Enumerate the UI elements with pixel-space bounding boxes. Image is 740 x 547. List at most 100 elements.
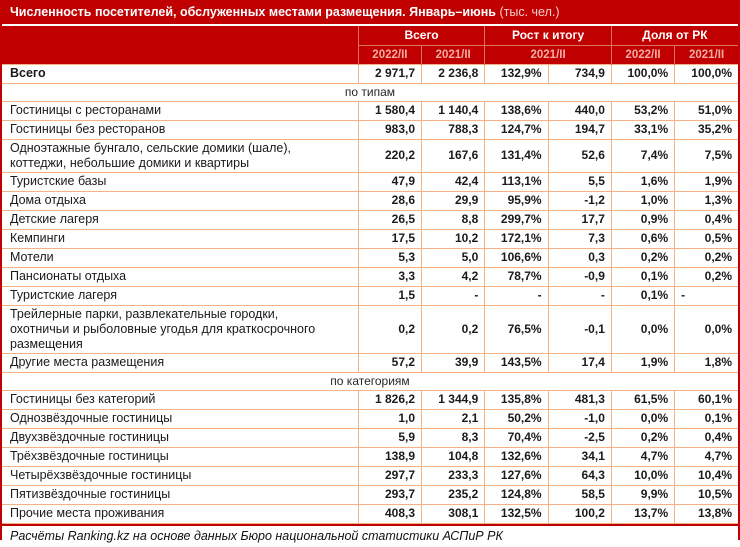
value-cell: 57,2 bbox=[357, 352, 423, 373]
value-cell: 78,7% bbox=[484, 266, 549, 287]
value-cell: 235,2 bbox=[421, 484, 486, 505]
value-cell: 35,2% bbox=[674, 119, 738, 140]
value-cell: 13,7% bbox=[610, 503, 676, 524]
row-label: Дома отдыха bbox=[10, 193, 86, 207]
value-cell: 0,2 bbox=[421, 304, 486, 354]
row-label: Всего bbox=[10, 66, 46, 80]
row-label: Детские лагеря bbox=[10, 212, 99, 226]
row-label: Туристские лагеря bbox=[10, 288, 118, 302]
report-title-unit: (тыс. чел.) bbox=[499, 5, 560, 19]
value-cell: 17,7 bbox=[547, 209, 612, 230]
table-row: Гостиницы без категорий 1 826,2 1 344,9 135… bbox=[2, 389, 738, 410]
value-cell: 1,9% bbox=[674, 171, 738, 192]
value-cell: 293,7 bbox=[357, 484, 423, 505]
row-label: Туристские базы bbox=[10, 174, 107, 188]
value-cell: 8,8 bbox=[421, 209, 486, 230]
value-cell: 172,1% bbox=[484, 228, 549, 249]
value-cell: 113,1% bbox=[484, 171, 549, 192]
value-cell: 5,3 bbox=[357, 247, 423, 268]
value-cell: 2,1 bbox=[421, 408, 486, 429]
section-label: по типам bbox=[2, 82, 738, 102]
value-cell: 0,1% bbox=[610, 285, 676, 306]
value-cell: 0,4% bbox=[674, 209, 738, 230]
value-cell: - bbox=[421, 285, 486, 306]
value-cell: -2,5 bbox=[547, 427, 612, 448]
value-cell: 100,0% bbox=[674, 63, 738, 84]
row-label: Гостиницы с ресторанами bbox=[10, 103, 162, 117]
row-label-cell: Одноэтажные бунгало, сельские домики (ша… bbox=[2, 138, 359, 173]
header-group-total: Всего bbox=[357, 26, 485, 45]
value-cell: 124,8% bbox=[484, 484, 549, 505]
row-label: Прочие места проживания bbox=[10, 506, 165, 520]
value-cell: 0,0% bbox=[610, 304, 676, 354]
value-cell: 10,5% bbox=[674, 484, 738, 505]
value-cell: 52,6 bbox=[547, 138, 612, 173]
value-cell: 58,5 bbox=[547, 484, 612, 505]
row-label: Четырёхзвёздочные гостиницы bbox=[10, 468, 192, 482]
value-cell: 4,7% bbox=[610, 446, 676, 467]
row-label: Другие места размещения bbox=[10, 355, 165, 369]
value-cell: 1 580,4 bbox=[357, 100, 423, 121]
value-cell: 7,3 bbox=[547, 228, 612, 249]
report-title-text: Численность посетителей, обслуженных мес… bbox=[10, 5, 496, 19]
row-label-cell: Двухзвёздочные гостиницы bbox=[2, 427, 359, 448]
row-label: Двухзвёздочные гостиницы bbox=[10, 430, 169, 444]
row-label: Одноэтажные бунгало, сельские домики (ша… bbox=[10, 140, 292, 170]
report-title: Численность посетителей, обслуженных мес… bbox=[2, 1, 738, 24]
table-row: Дома отдыха 28,6 29,9 95,9% -1,2 1,0% 1,3% bbox=[2, 190, 738, 211]
value-cell: 1,0 bbox=[357, 408, 423, 429]
value-cell: 0,2% bbox=[610, 427, 676, 448]
table-row: Пансионаты отдыха 3,3 4,2 78,7% -0,9 0,1% 0,2% bbox=[2, 266, 738, 287]
header-year-share-2022: 2022/II bbox=[610, 44, 675, 64]
value-cell: 138,9 bbox=[357, 446, 423, 467]
table-row: Кемпинги 17,5 10,2 172,1% 7,3 0,6% 0,5% bbox=[2, 228, 738, 249]
value-cell: 100,2 bbox=[547, 503, 612, 524]
value-cell: 124,7% bbox=[484, 119, 549, 140]
table-row: Однозвёздочные гостиницы 1,0 2,1 50,2% -1,0 0… bbox=[2, 408, 738, 429]
row-label-cell: Детские лагеря bbox=[2, 209, 359, 230]
row-label: Трёхзвёздочные гостиницы bbox=[10, 449, 169, 463]
value-cell: 408,3 bbox=[357, 503, 423, 524]
header-year-growth-2021: 2021/II bbox=[484, 44, 612, 64]
header-year-total-2022: 2022/II bbox=[357, 44, 422, 64]
value-cell: 3,3 bbox=[357, 266, 423, 287]
value-cell: 481,3 bbox=[547, 389, 612, 410]
value-cell: 440,0 bbox=[547, 100, 612, 121]
value-cell: 983,0 bbox=[357, 119, 423, 140]
row-label: Кемпинги bbox=[10, 231, 66, 245]
value-cell: - bbox=[674, 285, 738, 306]
row-label-cell: Кемпинги bbox=[2, 228, 359, 249]
value-cell: 4,7% bbox=[674, 446, 738, 467]
table-row: Туристские базы 47,9 42,4 113,1% 5,5 1,6% 1,9% bbox=[2, 171, 738, 192]
value-cell: 0,0% bbox=[674, 304, 738, 354]
value-cell: 8,3 bbox=[421, 427, 486, 448]
data-table: Всего Рост к итогу Доля от РК 2022/II 20… bbox=[2, 26, 738, 524]
row-label: Однозвёздочные гостиницы bbox=[10, 411, 173, 425]
value-cell: 10,2 bbox=[421, 228, 486, 249]
value-cell: 132,6% bbox=[484, 446, 549, 467]
value-cell: 220,2 bbox=[357, 138, 423, 173]
value-cell: 0,2% bbox=[674, 247, 738, 268]
value-cell: 132,9% bbox=[484, 63, 549, 84]
value-cell: 100,0% bbox=[610, 63, 676, 84]
value-cell: 297,7 bbox=[357, 465, 423, 486]
value-cell: 0,5% bbox=[674, 228, 738, 249]
value-cell: 167,6 bbox=[421, 138, 486, 173]
value-cell: 9,9% bbox=[610, 484, 676, 505]
value-cell: 788,3 bbox=[421, 119, 486, 140]
value-cell: 131,4% bbox=[484, 138, 549, 173]
table-row: Гостиницы без ресторанов 983,0 788,3 124,7%… bbox=[2, 119, 738, 140]
row-label-cell: Гостиницы без категорий bbox=[2, 389, 359, 410]
row-label-cell: Гостиницы без ресторанов bbox=[2, 119, 359, 140]
row-label: Пятизвёздочные гостиницы bbox=[10, 487, 171, 501]
value-cell: 135,8% bbox=[484, 389, 549, 410]
table-row: Мотели 5,3 5,0 106,6% 0,3 0,2% 0,2% bbox=[2, 247, 738, 268]
value-cell: 26,5 bbox=[357, 209, 423, 230]
value-cell: - bbox=[484, 285, 549, 306]
header-group-share: Доля от РК bbox=[610, 26, 738, 45]
value-cell: 7,4% bbox=[610, 138, 676, 173]
value-cell: 0,2 bbox=[357, 304, 423, 354]
value-cell: 0,9% bbox=[610, 209, 676, 230]
value-cell: 1,9% bbox=[610, 352, 676, 373]
